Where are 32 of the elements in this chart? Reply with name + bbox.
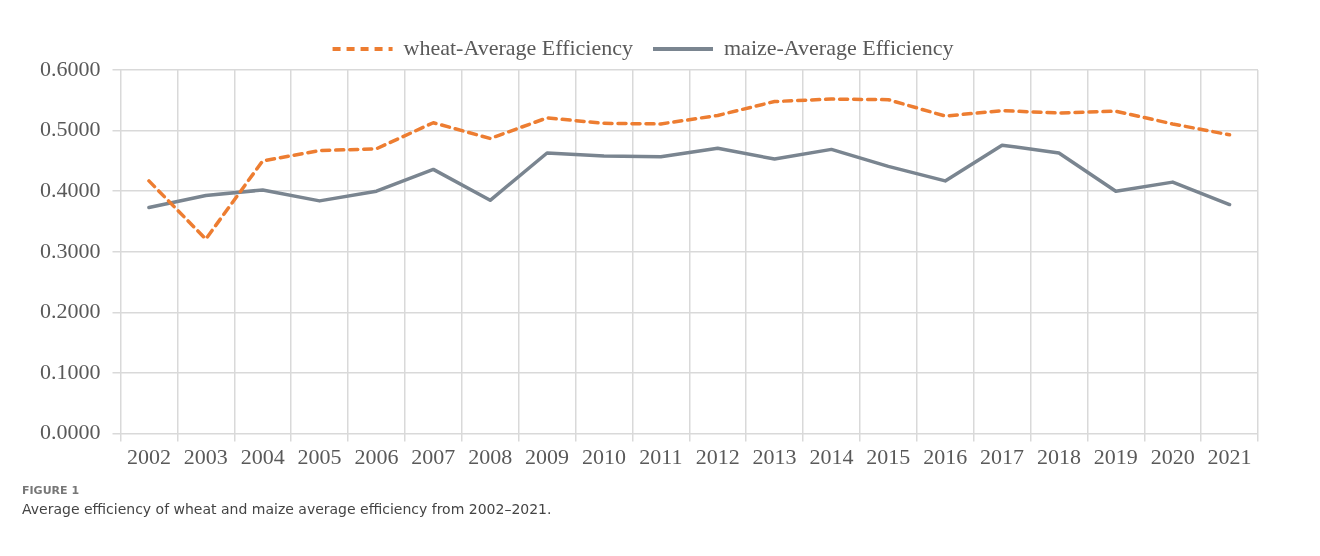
x-tick-label: 2015 [866, 443, 911, 469]
x-tick-label: 2018 [1036, 443, 1081, 469]
line-series [147, 97, 1232, 241]
x-tick-label: 2011 [639, 443, 683, 469]
x-tick-label: 2003 [183, 443, 228, 469]
y-tick-label: 0.1000 [40, 358, 101, 384]
text: Average efficiency of wheat and maize average efficiency from 2002–2021. [22, 501, 553, 517]
caption: FIGURE 1 [22, 484, 81, 497]
x-tick-label: 2009 [525, 443, 570, 469]
y-tick-label: 0.6000 [40, 55, 101, 81]
x-tick-label: 2010 [581, 443, 626, 469]
x-tick-label: 2008 [468, 443, 513, 469]
x-tick-label: 2002 [126, 443, 171, 469]
legend-label: wheat-Average Efficiency [403, 34, 634, 60]
x-tick-label: 2006 [354, 443, 399, 469]
x-tick-label: 2014 [809, 443, 854, 469]
y-tick-label: 0.3000 [40, 237, 101, 263]
x-tick-label: 2004 [240, 443, 285, 469]
y-tick-label: 0.4000 [40, 176, 101, 202]
x-tick-label: 2012 [695, 443, 740, 469]
x-tick-label: 2017 [980, 443, 1025, 469]
legend-label: maize-Average Efficiency [724, 34, 954, 60]
x-tick-label: 2016 [923, 443, 968, 469]
x-tick-label: 2020 [1150, 443, 1195, 469]
x-tick-label: 2007 [411, 443, 456, 469]
y-tick-label: 0.5000 [40, 116, 101, 142]
y-tick-label: 0.0000 [40, 419, 101, 445]
x-tick-label: 2019 [1093, 443, 1138, 469]
x-tick-label: 2013 [752, 443, 797, 469]
x-tick-label: 2005 [297, 443, 342, 469]
x-tick-label: 2021 [1207, 443, 1252, 469]
y-tick-label: 0.2000 [40, 298, 101, 324]
